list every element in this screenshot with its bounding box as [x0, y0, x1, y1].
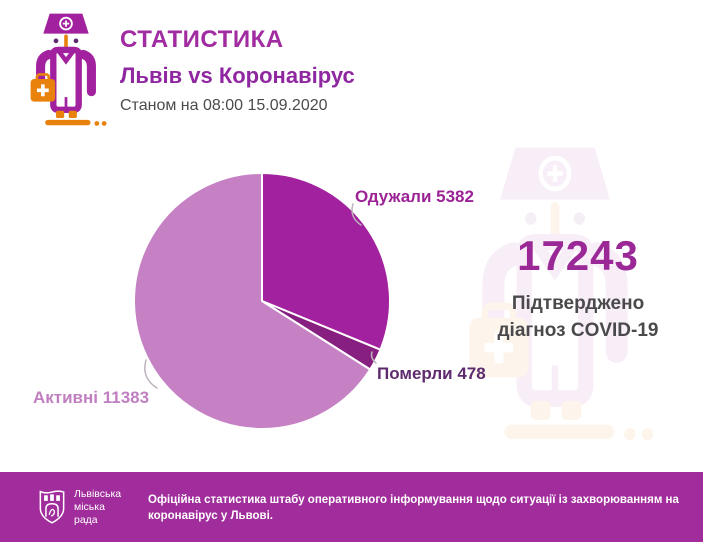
pie-label-active: Активні 11383: [33, 388, 150, 407]
doctor-icon: [20, 10, 112, 128]
caption-line-2: діагноз COVID-19: [497, 320, 659, 341]
pie-slice-Одужали: [261, 172, 391, 351]
page-title: СТАТИСТИКА: [120, 26, 284, 53]
header: СТАТИСТИКА Львів vs Коронавірус Станом н…: [120, 26, 355, 115]
caption-line-1: Підтверджено: [511, 293, 645, 314]
org-name: Львівська міська рада: [74, 488, 121, 527]
label-connectors: [144, 203, 377, 389]
total-confirmed-number: 17243: [517, 232, 639, 279]
footer-bar: Львівська міська рада Офіційна статистик…: [0, 472, 703, 542]
total-confirmed-caption: Підтверджено діагноз COVID-19: [455, 290, 701, 344]
org-name-line-3: рада: [74, 514, 98, 526]
connector-died: [370, 351, 377, 364]
connector-active: [144, 359, 158, 389]
pie-slice-Активні: [133, 172, 372, 430]
org-name-line-2: міська: [74, 501, 105, 513]
pie-label-died: Померли 478: [377, 364, 486, 383]
as-of-date: Станом на 08:00 15.09.2020: [120, 97, 328, 114]
org-name-line-1: Львівська: [74, 488, 122, 500]
pie-chart: [133, 172, 391, 430]
page-subtitle: Львів vs Коронавірус: [120, 63, 355, 88]
footer-disclaimer: Офіційна статистика штабу оперативного і…: [148, 494, 679, 522]
city-council-crest-icon: [39, 490, 65, 524]
connector-recovered: [351, 203, 362, 226]
pie-label-recovered: Одужали 5382: [355, 187, 474, 206]
total-confirmed-block: 17243 Підтверджено діагноз COVID-19: [455, 232, 701, 344]
pie-slices: [133, 172, 391, 430]
